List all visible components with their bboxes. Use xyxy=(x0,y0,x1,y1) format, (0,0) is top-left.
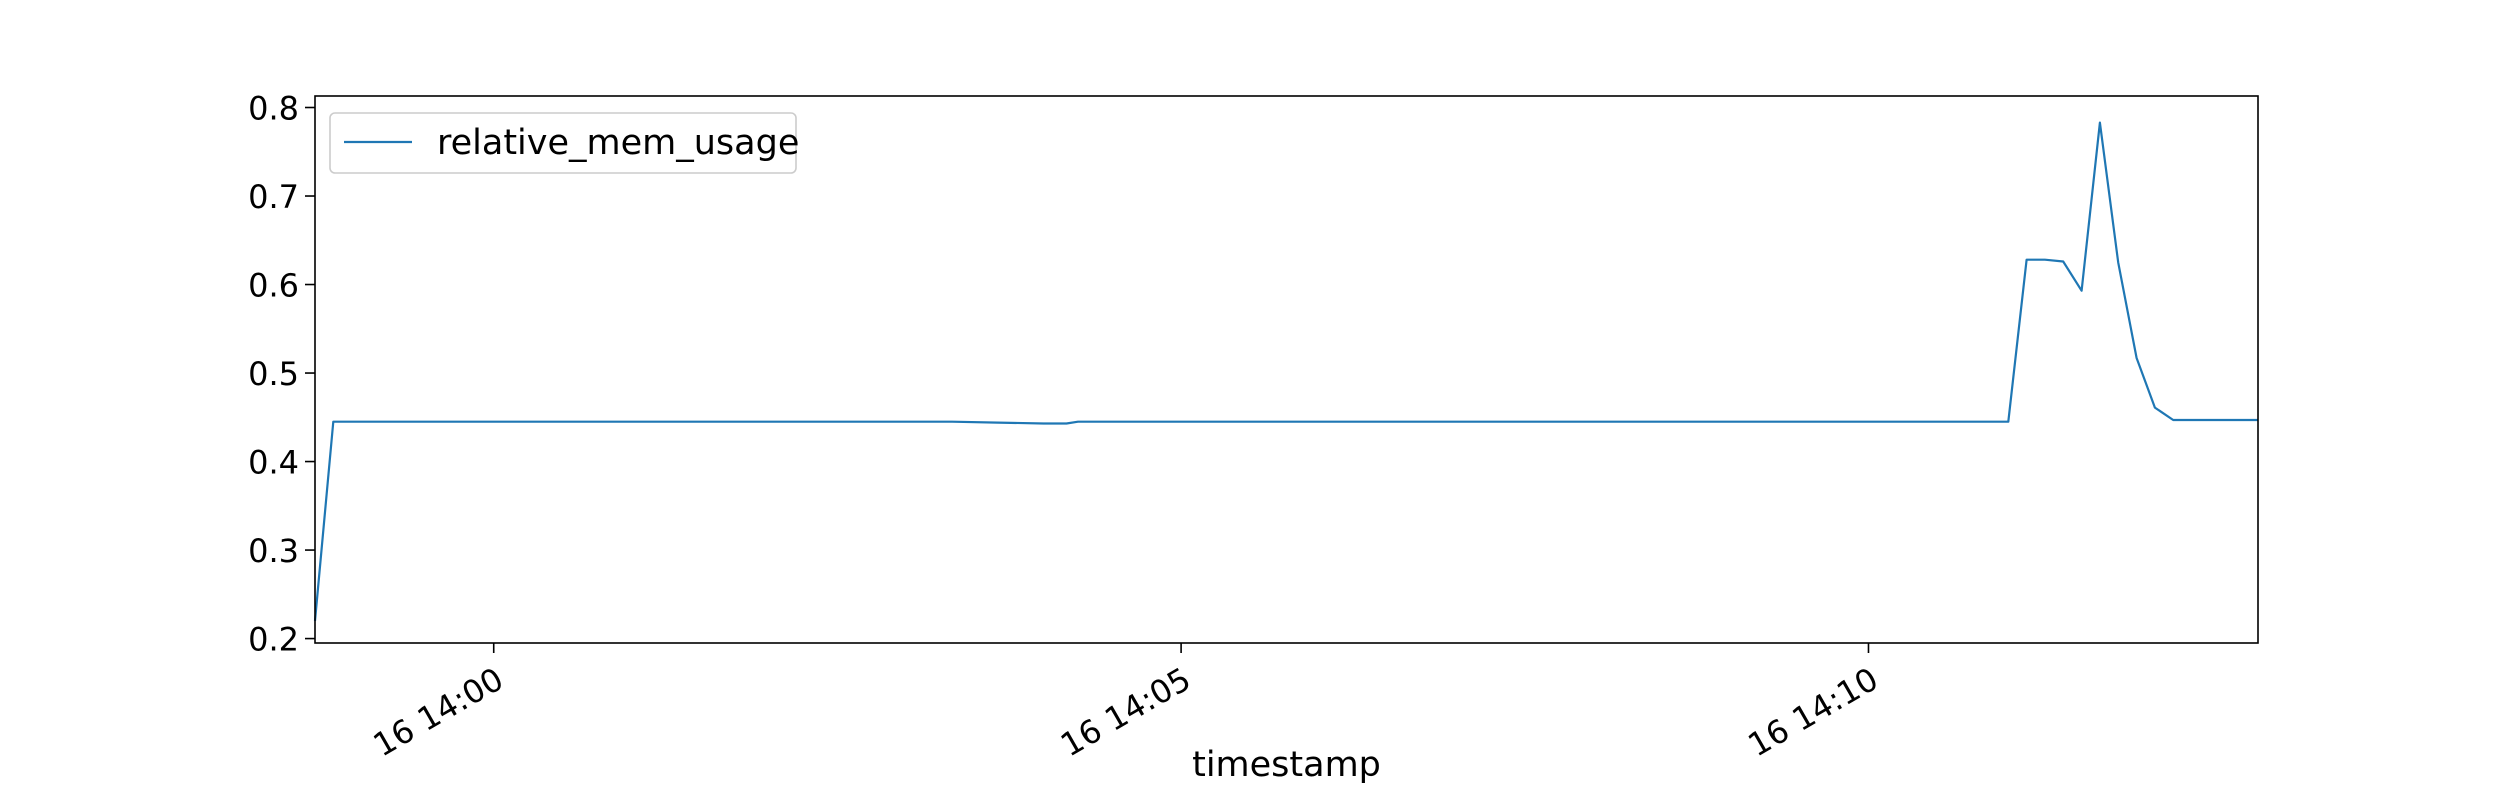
y-tick-label: 0.7 xyxy=(248,178,299,216)
series-line-relative_mem_usage xyxy=(313,121,2258,622)
y-tick-label: 0.4 xyxy=(248,444,299,482)
y-tick-label: 0.5 xyxy=(248,355,299,393)
plot-area xyxy=(313,121,2258,622)
x-tick-label: 16 14:10 xyxy=(1742,660,1885,764)
x-axis: 16 14:00 16 14:05 16 14:10 xyxy=(367,643,1885,764)
legend-box xyxy=(329,112,797,174)
x-axis-label: timestamp xyxy=(1192,745,1381,785)
legend-label: relative_mem_usage xyxy=(437,123,799,163)
y-tick-label: 0.3 xyxy=(248,532,299,570)
y-tick-label: 0.2 xyxy=(248,621,299,659)
x-tick-label: 16 14:05 xyxy=(1054,660,1197,764)
y-axis: 0.2 0.3 0.4 0.5 0.6 0.7 0.8 xyxy=(248,90,315,659)
legend: relative_mem_usage xyxy=(329,112,799,174)
y-tick-label: 0.6 xyxy=(248,267,299,305)
x-tick-label: 16 14:00 xyxy=(367,660,510,764)
y-tick-label: 0.8 xyxy=(248,90,299,128)
plot-frame xyxy=(314,95,2259,644)
